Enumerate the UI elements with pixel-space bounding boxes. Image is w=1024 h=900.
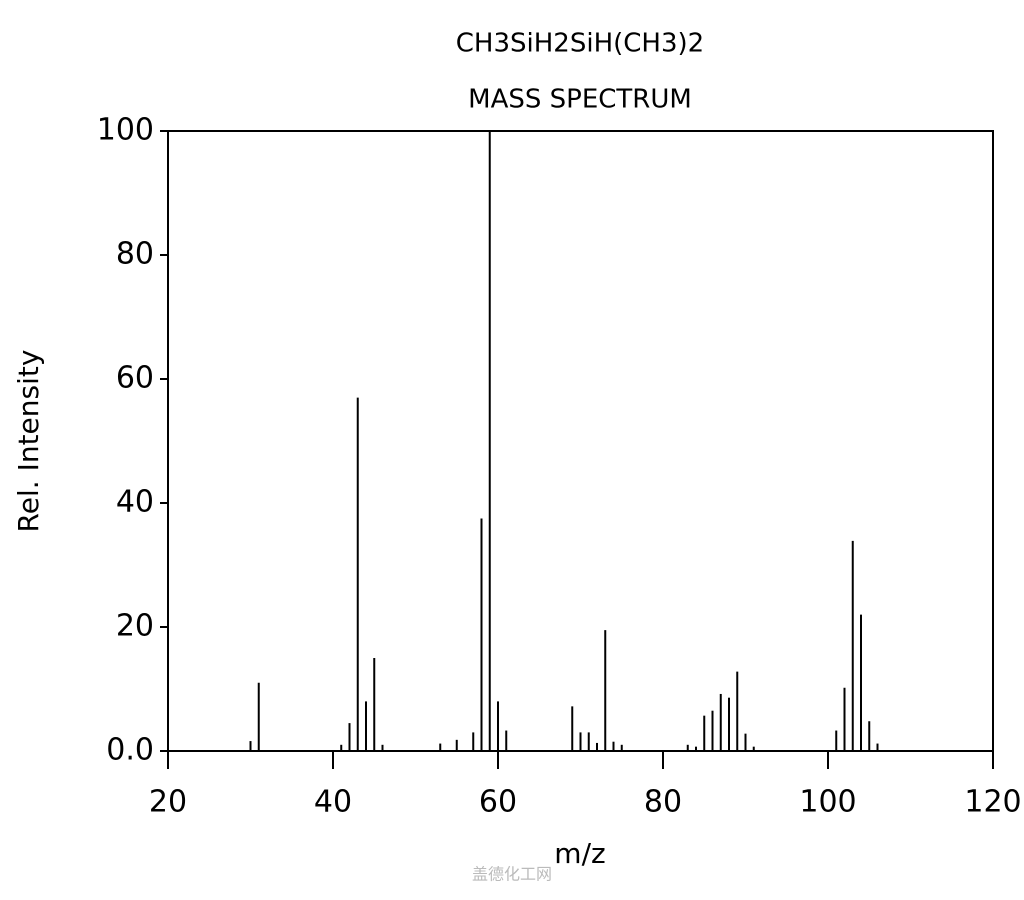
x-tick-label: 80 — [644, 785, 682, 820]
x-tick-label: 40 — [314, 785, 352, 820]
y-tick-label: 20 — [116, 609, 154, 644]
y-tick-label: 60 — [116, 361, 154, 396]
y-tick-label: 80 — [116, 237, 154, 272]
y-tick-label: 100 — [97, 113, 154, 148]
plot-frame — [167, 130, 994, 752]
y-tick-label: 40 — [116, 485, 154, 520]
chart-subtitle: MASS SPECTRUM — [468, 85, 692, 115]
chart-title: CH3SiH2SiH(CH3)2 — [456, 29, 704, 59]
x-tick-label: 20 — [149, 785, 187, 820]
x-tick-label: 120 — [964, 785, 1021, 820]
x-tick-label: 60 — [479, 785, 517, 820]
watermark: 盖德化工网 — [472, 865, 552, 884]
x-axis-label: m/z — [554, 837, 605, 870]
x-tick-label: 100 — [799, 785, 856, 820]
y-axis-label: Rel. Intensity — [12, 350, 45, 533]
y-tick-label: 0.0 — [106, 733, 154, 768]
